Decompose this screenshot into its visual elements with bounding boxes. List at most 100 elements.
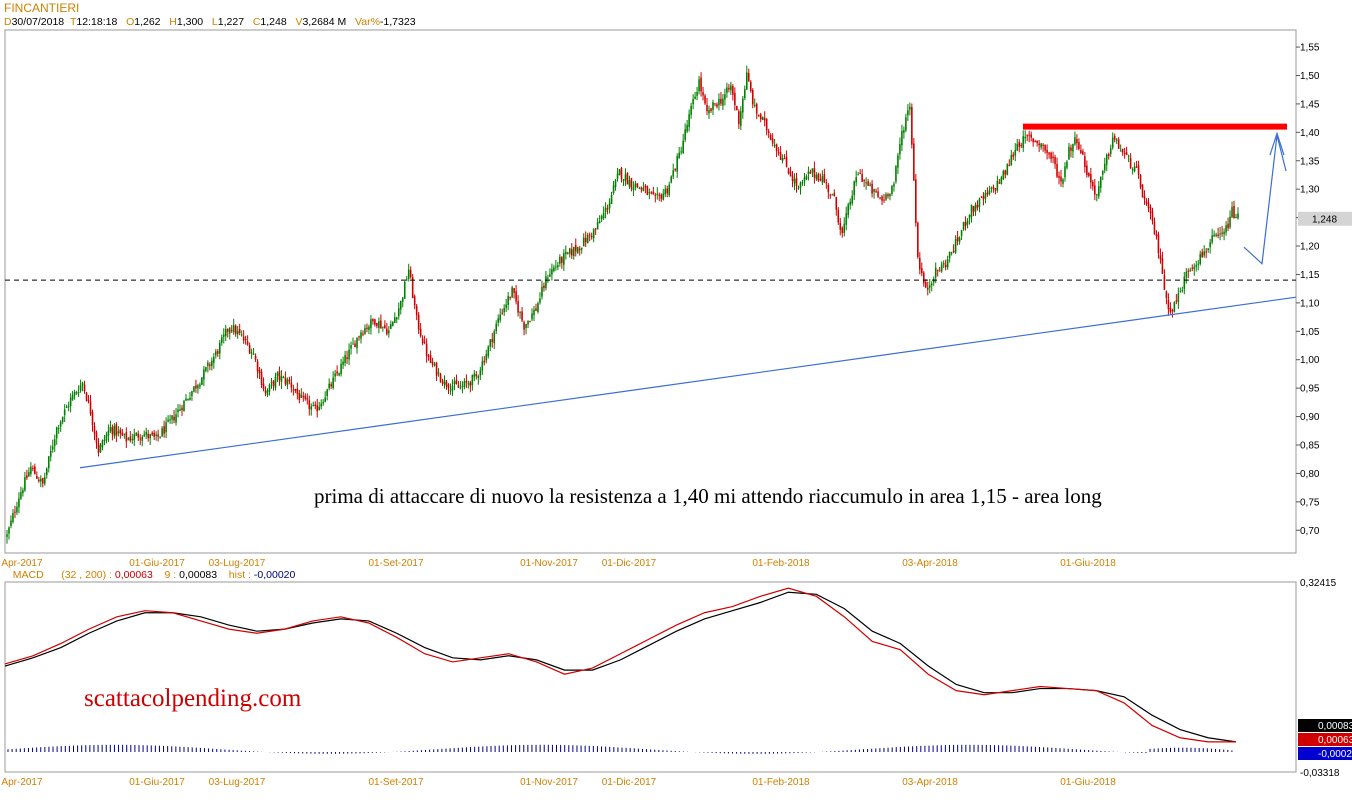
candle-body [1046, 149, 1048, 154]
candle-body [978, 198, 981, 207]
candle-body [920, 268, 923, 274]
candle-body [821, 176, 824, 183]
candle-body [411, 277, 414, 298]
candle-body [95, 432, 98, 444]
candle-body [197, 385, 199, 389]
candle-body [139, 438, 142, 440]
candle-body [1068, 146, 1070, 160]
candle-body [133, 434, 136, 441]
candle-body [919, 257, 921, 270]
candle-body [491, 339, 494, 343]
candle-body [666, 188, 669, 194]
candle-body [421, 338, 424, 344]
candle-body [32, 467, 34, 469]
candle-body [706, 104, 708, 112]
candle-body [91, 412, 94, 425]
candle-body [217, 351, 219, 354]
candle-body [1225, 225, 1227, 233]
date-tick-label: 01-Set-2017 [368, 558, 423, 569]
date-tick-label-macd: 03-Lug-2017 [209, 777, 266, 788]
candle-body [151, 432, 153, 435]
candle-body [320, 403, 323, 407]
var-key: Var% [355, 16, 380, 28]
candle-body [272, 380, 275, 387]
candle-body [640, 187, 643, 190]
price-tick-label: 1,15 [1300, 270, 1320, 281]
candle-body [282, 376, 285, 378]
candle-body [386, 328, 388, 335]
open-key: O [126, 16, 135, 28]
date-tick-label-macd: 01-Giu-2018 [1060, 777, 1116, 788]
candle-body [59, 421, 62, 427]
candle-body [1163, 275, 1166, 290]
candle-body [815, 175, 818, 180]
candle-body [1143, 196, 1146, 200]
candle-body [348, 349, 350, 360]
candle-body [867, 181, 869, 186]
candle-body [242, 336, 245, 341]
candle-body [457, 385, 460, 388]
candle-body [509, 297, 511, 299]
date-tick-label: Apr-2017 [1, 558, 43, 569]
candle-body [83, 384, 86, 392]
candle-body [252, 353, 255, 355]
candle-body [334, 373, 336, 377]
candle-body [952, 250, 955, 252]
candle-body [628, 180, 631, 187]
candle-body [191, 391, 193, 396]
candle-body [670, 176, 673, 183]
candle-body [634, 183, 637, 188]
candle-body [224, 329, 227, 337]
candle-body [1165, 291, 1168, 299]
candle-body [511, 287, 513, 298]
candle-body [1227, 223, 1229, 229]
candle-body [429, 355, 432, 364]
candle-body [165, 422, 167, 433]
candle-body [515, 291, 517, 302]
candle-body [744, 89, 746, 98]
candle-body [71, 394, 74, 400]
candle-body [781, 158, 784, 161]
candle-body [724, 94, 726, 100]
candle-body [101, 440, 104, 448]
date-tick-label-macd: 01-Feb-2018 [752, 777, 810, 788]
candle-body [563, 253, 565, 265]
candle-body [567, 252, 569, 254]
candle-body [99, 444, 102, 453]
symbol-title: FINCANTIERI [4, 1, 80, 15]
candle-body [549, 274, 551, 277]
candle-body [40, 478, 42, 482]
candle-body [22, 490, 24, 494]
candle-body [658, 194, 661, 196]
macd-value-label: -0,00020 [1318, 749, 1352, 760]
candle-body [917, 222, 919, 258]
candle-body [346, 357, 348, 359]
candle-body [507, 296, 509, 305]
candle-body [111, 427, 114, 435]
candle-body [51, 446, 54, 450]
candle-body [1048, 152, 1050, 155]
candle-body [1111, 137, 1114, 148]
candle-body [1149, 206, 1152, 213]
analysis-annotation: prima di attaccare di nuovo la resistenz… [314, 484, 1102, 508]
candle-body [1101, 170, 1104, 175]
candle-body [425, 343, 428, 357]
candle-body [163, 426, 165, 434]
candle-body [485, 354, 488, 361]
candle-body [85, 392, 88, 401]
candle-body [942, 263, 945, 265]
candle-body [145, 432, 148, 435]
candle-body [1084, 156, 1086, 168]
candle-body [47, 456, 50, 469]
candle-body [270, 382, 273, 384]
candle-body [1058, 175, 1060, 178]
candle-body [936, 269, 939, 271]
candle-body [761, 117, 764, 121]
candle-body [831, 194, 834, 196]
candle-body [362, 333, 364, 335]
candle-body [588, 234, 591, 236]
candle-body [1127, 155, 1130, 157]
candle-body [503, 307, 505, 313]
candle-body [572, 247, 575, 257]
candle-body [861, 174, 863, 182]
